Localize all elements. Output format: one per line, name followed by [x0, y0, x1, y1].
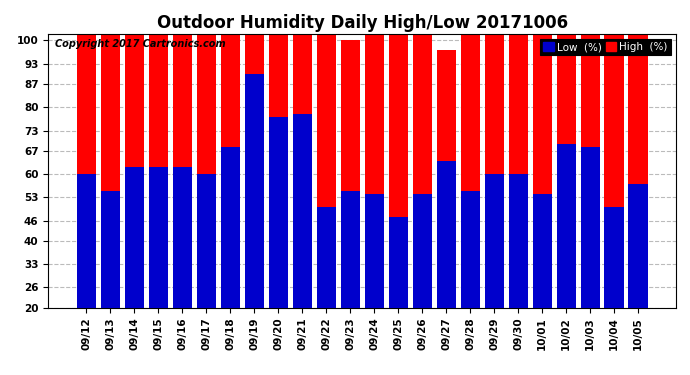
- Bar: [533, 261, 552, 374]
- Legend: Low  (%), High  (%): Low (%), High (%): [540, 39, 671, 55]
- Bar: [604, 207, 624, 308]
- Bar: [268, 117, 288, 308]
- Bar: [293, 181, 312, 374]
- Bar: [557, 20, 575, 307]
- Bar: [388, 94, 408, 374]
- Bar: [509, 241, 528, 374]
- Bar: [245, 74, 264, 308]
- Bar: [580, 24, 600, 307]
- Bar: [557, 87, 575, 374]
- Bar: [125, 167, 144, 308]
- Bar: [604, 274, 624, 374]
- Bar: [580, 147, 600, 308]
- Bar: [293, 67, 312, 374]
- Bar: [437, 117, 456, 374]
- Bar: [388, 217, 408, 308]
- Bar: [604, 0, 624, 308]
- Bar: [197, 241, 216, 374]
- Bar: [149, 167, 168, 308]
- Bar: [77, 0, 96, 308]
- Bar: [341, 40, 360, 308]
- Bar: [557, 211, 575, 374]
- Bar: [101, 0, 120, 308]
- Bar: [388, 284, 408, 374]
- Bar: [77, 174, 96, 308]
- Bar: [533, 87, 552, 374]
- Bar: [341, 107, 360, 374]
- Bar: [221, 214, 240, 374]
- Text: Copyright 2017 Cartronics.com: Copyright 2017 Cartronics.com: [55, 39, 225, 49]
- Bar: [364, 60, 384, 374]
- Bar: [125, 40, 144, 374]
- Bar: [484, 20, 504, 307]
- Bar: [221, 40, 240, 374]
- Bar: [245, 141, 264, 374]
- Bar: [149, 81, 168, 374]
- Bar: [580, 214, 600, 374]
- Bar: [317, 40, 336, 374]
- Bar: [461, 74, 480, 374]
- Bar: [461, 190, 480, 308]
- Bar: [197, 81, 216, 374]
- Bar: [172, 167, 192, 308]
- Bar: [533, 194, 552, 308]
- Bar: [149, 234, 168, 374]
- Bar: [533, 20, 552, 307]
- Bar: [172, 234, 192, 374]
- Bar: [268, 184, 288, 374]
- Bar: [77, 241, 96, 374]
- Bar: [268, 0, 288, 308]
- Bar: [509, 87, 528, 374]
- Bar: [484, 241, 504, 374]
- Bar: [437, 227, 456, 374]
- Bar: [364, 261, 384, 374]
- Bar: [101, 40, 120, 374]
- Bar: [629, 251, 648, 374]
- Bar: [197, 14, 216, 307]
- Bar: [629, 40, 648, 374]
- Bar: [364, 0, 384, 308]
- Bar: [317, 0, 336, 308]
- Bar: [77, 67, 96, 374]
- Bar: [629, 184, 648, 308]
- Bar: [461, 7, 480, 308]
- Bar: [413, 0, 432, 308]
- Bar: [509, 174, 528, 308]
- Bar: [172, 14, 192, 307]
- Bar: [125, 0, 144, 308]
- Bar: [317, 274, 336, 374]
- Bar: [557, 144, 575, 308]
- Bar: [149, 14, 168, 307]
- Bar: [437, 160, 456, 308]
- Bar: [125, 234, 144, 374]
- Bar: [341, 190, 360, 308]
- Bar: [437, 51, 456, 308]
- Bar: [172, 81, 192, 374]
- Bar: [388, 27, 408, 308]
- Title: Outdoor Humidity Daily High/Low 20171006: Outdoor Humidity Daily High/Low 20171006: [157, 14, 568, 32]
- Bar: [245, 40, 264, 374]
- Bar: [317, 207, 336, 308]
- Bar: [268, 40, 288, 374]
- Bar: [293, 114, 312, 308]
- Bar: [245, 0, 264, 308]
- Bar: [221, 147, 240, 308]
- Bar: [580, 90, 600, 374]
- Bar: [509, 20, 528, 307]
- Bar: [413, 40, 432, 374]
- Bar: [341, 257, 360, 374]
- Bar: [197, 174, 216, 308]
- Bar: [629, 0, 648, 308]
- Bar: [364, 194, 384, 308]
- Bar: [461, 257, 480, 374]
- Bar: [604, 40, 624, 374]
- Bar: [101, 190, 120, 308]
- Bar: [221, 0, 240, 308]
- Bar: [413, 261, 432, 374]
- Bar: [101, 257, 120, 374]
- Bar: [293, 0, 312, 308]
- Bar: [413, 194, 432, 308]
- Bar: [484, 174, 504, 308]
- Bar: [484, 87, 504, 374]
